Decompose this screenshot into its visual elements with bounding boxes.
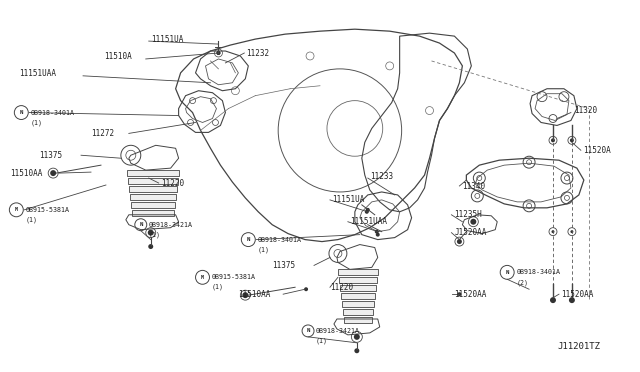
Polygon shape	[343, 309, 372, 315]
Polygon shape	[341, 293, 375, 299]
Circle shape	[365, 210, 369, 214]
Text: 11520A: 11520A	[583, 146, 611, 155]
Text: 11220: 11220	[161, 179, 184, 187]
Text: 11510A: 11510A	[104, 52, 132, 61]
Circle shape	[376, 232, 380, 237]
Text: 11340: 11340	[462, 182, 486, 190]
Text: 11272: 11272	[91, 129, 114, 138]
Text: 11320: 11320	[574, 106, 597, 115]
Text: 0B918-3401A: 0B918-3401A	[516, 269, 560, 275]
Text: 0B918-3401A: 0B918-3401A	[257, 237, 301, 243]
Text: 0B915-5381A: 0B915-5381A	[211, 274, 255, 280]
Circle shape	[552, 230, 554, 233]
Text: J11201TZ: J11201TZ	[557, 342, 600, 351]
Polygon shape	[340, 285, 376, 291]
Polygon shape	[339, 277, 377, 283]
Polygon shape	[131, 202, 175, 208]
Text: (1): (1)	[211, 284, 223, 291]
Text: (1): (1)	[257, 246, 269, 253]
Text: 11375: 11375	[272, 261, 295, 270]
Text: 11220: 11220	[330, 283, 353, 292]
Polygon shape	[342, 301, 374, 307]
Polygon shape	[132, 210, 173, 216]
Text: (1): (1)	[30, 119, 42, 126]
Circle shape	[551, 138, 555, 142]
Polygon shape	[130, 194, 175, 200]
Circle shape	[148, 230, 154, 235]
Text: 11520AA: 11520AA	[454, 290, 487, 299]
Circle shape	[216, 51, 220, 55]
Text: M: M	[201, 275, 204, 280]
Text: (1): (1)	[26, 217, 37, 223]
Text: 11151UA: 11151UA	[332, 195, 364, 204]
Circle shape	[458, 292, 461, 296]
Text: (1): (1)	[316, 337, 328, 344]
Circle shape	[470, 219, 476, 225]
Text: M: M	[15, 207, 18, 212]
Circle shape	[550, 297, 556, 303]
Circle shape	[216, 51, 220, 55]
Text: 11235H: 11235H	[454, 210, 482, 219]
Circle shape	[243, 292, 248, 298]
Text: J1520AA: J1520AA	[454, 228, 487, 237]
Circle shape	[355, 348, 359, 353]
Text: 11510AA: 11510AA	[10, 169, 43, 177]
Polygon shape	[127, 170, 179, 176]
Circle shape	[570, 230, 573, 233]
Text: N: N	[307, 328, 310, 333]
Polygon shape	[338, 269, 378, 275]
Text: 11151UAA: 11151UAA	[19, 69, 56, 78]
Text: N: N	[506, 270, 509, 275]
Text: 11151UAA: 11151UAA	[350, 217, 387, 226]
Text: (1): (1)	[148, 231, 161, 238]
Circle shape	[148, 244, 153, 249]
Polygon shape	[128, 178, 178, 184]
Text: N: N	[20, 110, 23, 115]
Text: (2): (2)	[516, 279, 528, 286]
Text: 11233: 11233	[370, 171, 393, 180]
Text: 11520AA: 11520AA	[561, 290, 593, 299]
Text: N: N	[246, 237, 250, 242]
Circle shape	[50, 170, 56, 176]
Circle shape	[354, 334, 360, 340]
Circle shape	[304, 287, 308, 291]
Text: 0B918-3401A: 0B918-3401A	[30, 109, 74, 116]
Circle shape	[570, 138, 574, 142]
Text: 0B918-3421A: 0B918-3421A	[148, 222, 193, 228]
Circle shape	[375, 230, 379, 234]
Text: 11375: 11375	[39, 151, 62, 160]
Text: 0B915-5381A: 0B915-5381A	[26, 207, 69, 213]
Polygon shape	[344, 317, 372, 323]
Circle shape	[569, 297, 575, 303]
Text: N: N	[139, 222, 143, 227]
Circle shape	[366, 208, 370, 212]
Circle shape	[457, 239, 462, 244]
Text: 0B918-3421A: 0B918-3421A	[316, 328, 360, 334]
Polygon shape	[129, 186, 177, 192]
Text: 11510AA: 11510AA	[238, 290, 271, 299]
Text: 11151UA: 11151UA	[151, 35, 183, 44]
Text: 11232: 11232	[246, 48, 269, 58]
